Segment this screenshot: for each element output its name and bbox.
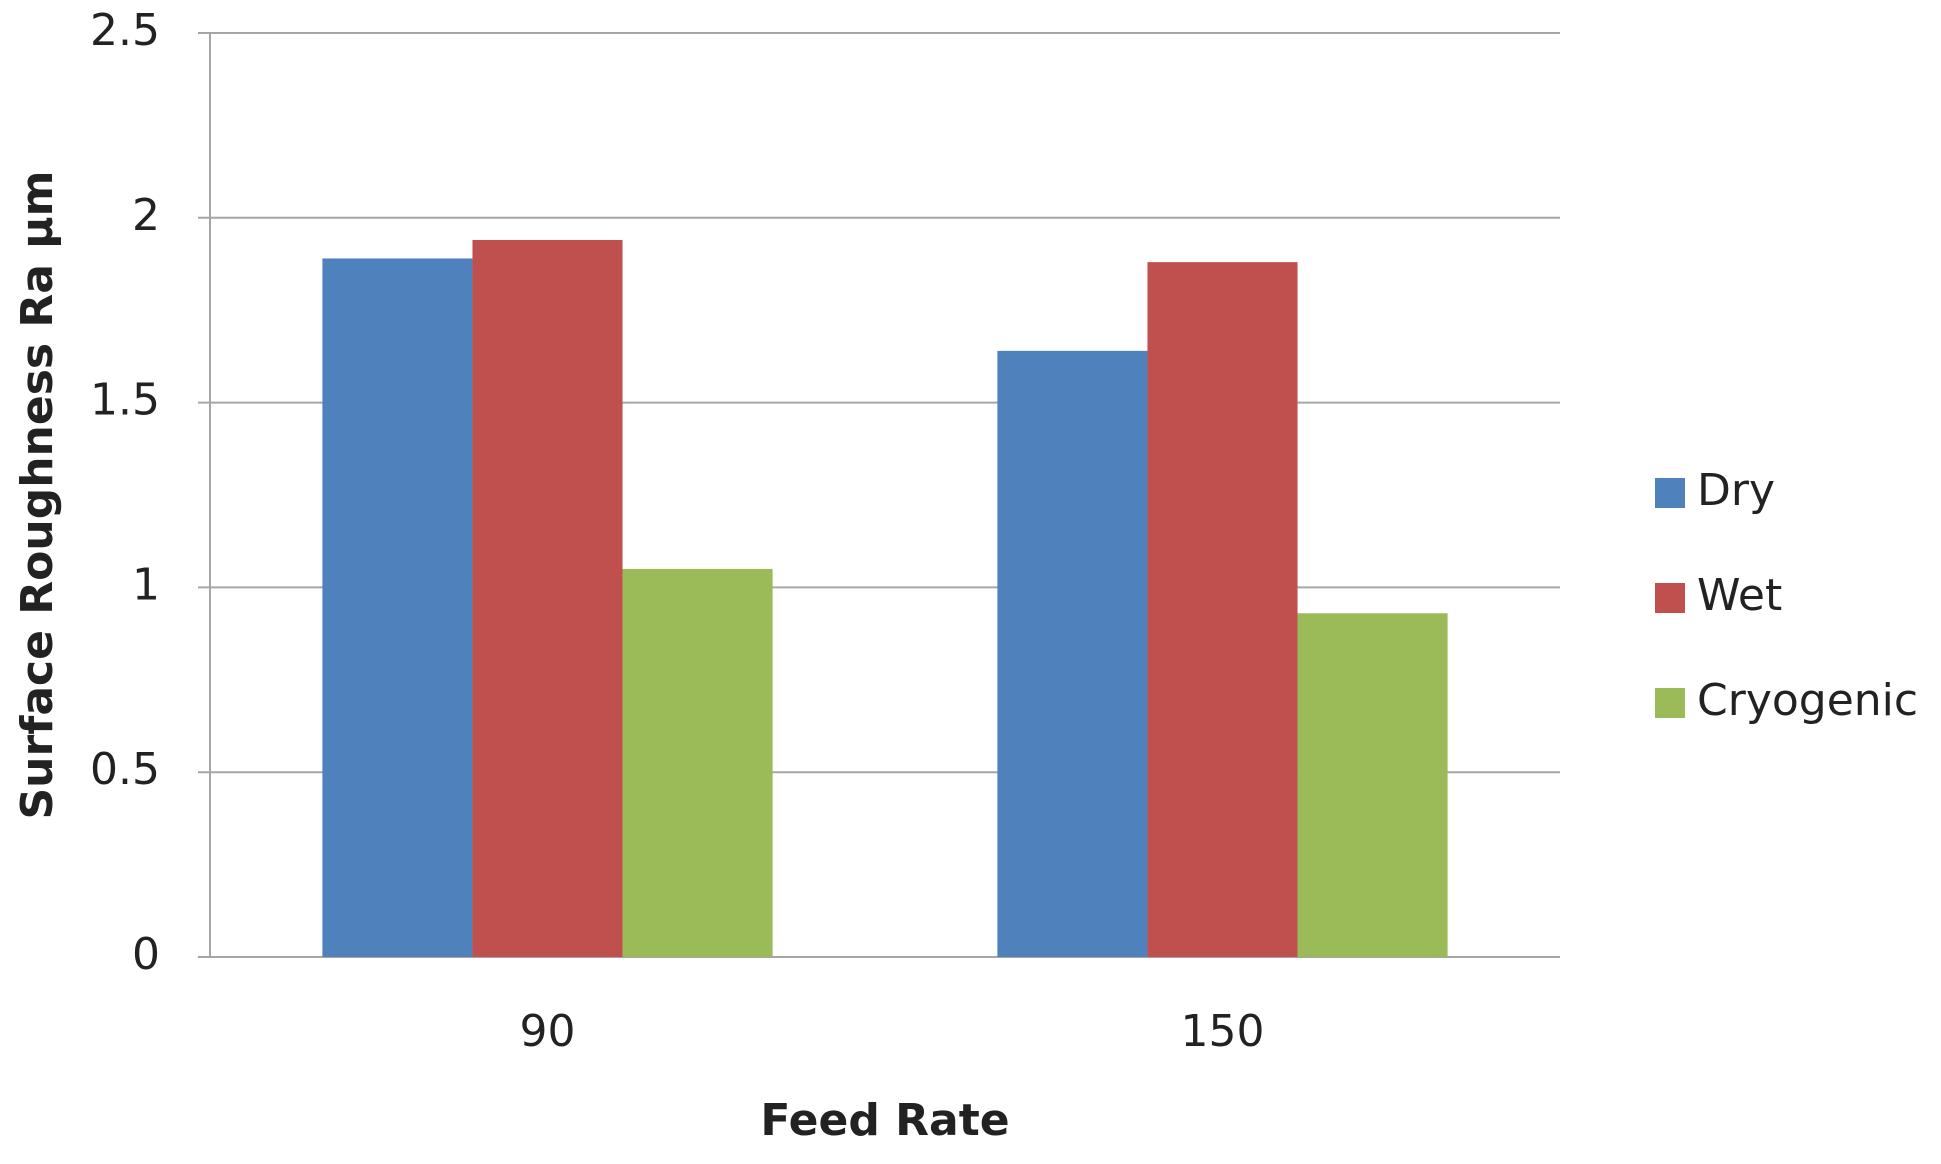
bar: [472, 239, 623, 957]
bar: [622, 568, 773, 957]
y-tick-label: 2.5: [90, 5, 160, 56]
y-tick-label: 2: [132, 190, 160, 241]
y-tick-label: 0.5: [90, 744, 160, 795]
y-tick-label: 0: [132, 929, 160, 980]
legend-swatch: [1655, 478, 1685, 508]
y-tick-label: 1: [132, 559, 160, 610]
legend-label: Dry: [1697, 465, 1775, 516]
y-tick-label: 1.5: [90, 375, 160, 426]
legend-swatch: [1655, 583, 1685, 613]
y-axis-title: Surface Roughness Ra µm: [12, 170, 63, 819]
x-tick-label: 90: [520, 1006, 576, 1057]
legend-label: Wet: [1697, 570, 1782, 621]
bar: [997, 350, 1148, 958]
bar: [322, 258, 473, 957]
legend-swatch: [1655, 688, 1685, 718]
bar: [1147, 262, 1298, 958]
x-tick-label: 150: [1181, 1006, 1265, 1057]
bar: [1297, 613, 1448, 957]
x-axis-title: Feed Rate: [760, 1095, 1009, 1146]
legend-label: Cryogenic: [1697, 675, 1918, 726]
